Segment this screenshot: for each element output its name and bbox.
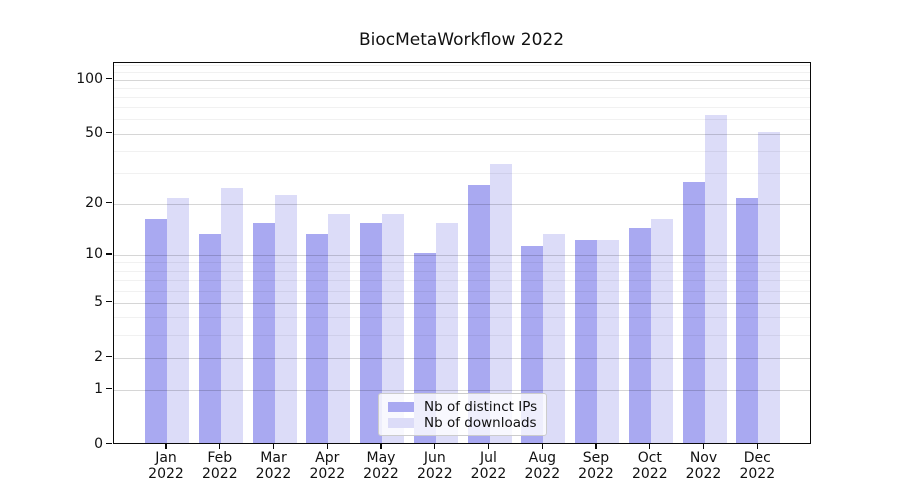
bar-ips-jan (145, 218, 167, 443)
y-tick-label-1: 1 (94, 380, 103, 397)
bar-ips-nov (682, 181, 705, 443)
x-tick-jul (487, 443, 490, 449)
chart-title: BiocMetaWorkflow 2022 (358, 30, 565, 50)
legend-item-distinct-ips: Nb of distinct IPs (388, 399, 537, 415)
x-label-year: 2022 (416, 465, 453, 482)
x-label-year: 2022 (148, 465, 184, 482)
y-tick-label-100: 100 (76, 70, 103, 87)
x-label-month: Dec (743, 450, 771, 466)
x-label-month: Jan (155, 450, 177, 466)
bar-ips-apr (306, 233, 329, 443)
x-label-month: Jun (423, 450, 446, 466)
x-tick-label-feb: Feb 2022 (192, 450, 248, 482)
x-label-year: 2022 (685, 465, 722, 482)
x-tick-apr (326, 443, 328, 449)
x-label-month: Feb (207, 450, 233, 466)
x-tick-label-jun: Jun 2022 (407, 450, 463, 482)
x-label-month: Sep (582, 450, 610, 466)
x-tick-label-apr: Apr 2022 (299, 450, 355, 482)
plot-area: Nb of distinct IPs Nb of downloads (112, 62, 811, 444)
x-tick-label-oct: Oct 2022 (622, 450, 678, 482)
y-tick-50 (106, 131, 112, 134)
bar-ips-mar (252, 223, 275, 443)
y-tick-label-50: 50 (85, 124, 103, 141)
bar-downloads-apr (328, 213, 351, 443)
x-tick-label-jan: Jan 2022 (138, 450, 194, 482)
x-tick-label-may: May 2022 (353, 450, 409, 482)
x-label-month: Jul (480, 450, 497, 466)
y-tick-label-5: 5 (94, 293, 103, 310)
bar-ips-oct (628, 228, 651, 443)
y-tick-2 (106, 355, 112, 358)
bar-downloads-jul (489, 163, 512, 443)
x-label-month: Apr (315, 450, 340, 466)
x-tick-nov (702, 443, 705, 449)
bar-downloads-sep (597, 239, 619, 443)
legend-swatch-distinct-ips (388, 402, 414, 412)
bar-ips-dec (736, 198, 759, 443)
y-tick-1 (106, 388, 112, 390)
x-tick-label-jul: Jul 2022 (461, 450, 517, 482)
x-label-year: 2022 (201, 465, 238, 482)
y-tick-5 (106, 301, 112, 303)
x-tick-feb (219, 443, 221, 449)
bar-downloads-jan (167, 198, 189, 443)
bar-ips-feb (198, 233, 221, 443)
x-label-year: 2022 (255, 465, 292, 482)
legend-item-downloads: Nb of downloads (388, 415, 537, 431)
legend-label-downloads: Nb of downloads (424, 415, 537, 431)
bar-ips-may (360, 223, 382, 443)
x-label-month: Nov (689, 450, 718, 466)
legend-swatch-downloads (388, 418, 414, 428)
x-tick-sep (595, 443, 597, 449)
x-label-year: 2022 (524, 465, 561, 482)
x-tick-label-nov: Nov 2022 (676, 450, 732, 482)
x-label-year: 2022 (470, 465, 507, 482)
x-tick-label-mar: Mar 2022 (246, 450, 302, 482)
bar-downloads-jun (435, 223, 458, 443)
x-tick-jan (165, 443, 167, 449)
x-label-month: Mar (260, 450, 287, 466)
bar-downloads-oct (650, 218, 673, 443)
bar-downloads-aug (543, 233, 566, 443)
y-tick-0 (106, 442, 112, 445)
y-tick-10 (106, 253, 112, 255)
x-tick-aug (541, 443, 543, 449)
x-tick-mar (272, 443, 275, 449)
y-tick-20 (106, 202, 112, 204)
x-label-month: Oct (637, 450, 662, 466)
x-label-month: May (366, 450, 396, 466)
x-label-year: 2022 (578, 465, 614, 482)
legend-label-distinct-ips: Nb of distinct IPs (424, 399, 538, 415)
bar-ips-jul (467, 184, 490, 443)
y-tick-100 (106, 77, 112, 80)
bar-downloads-mar (274, 194, 297, 443)
y-tick-label-10: 10 (85, 245, 103, 262)
bar-downloads-dec (758, 131, 781, 443)
x-tick-label-aug: Aug 2022 (514, 450, 570, 482)
x-label-year: 2022 (739, 465, 776, 482)
x-tick-label-sep: Sep 2022 (568, 450, 624, 482)
bars-layer (114, 63, 811, 443)
x-tick-may (380, 443, 382, 449)
x-label-month: Aug (528, 450, 556, 466)
x-label-year: 2022 (309, 465, 346, 482)
bar-ips-sep (575, 239, 597, 443)
x-label-year: 2022 (363, 465, 399, 482)
y-tick-label-2: 2 (94, 348, 103, 365)
bar-downloads-feb (220, 188, 243, 443)
x-label-year: 2022 (631, 465, 668, 482)
x-tick-label-dec: Dec 2022 (729, 450, 785, 482)
y-tick-label-20: 20 (85, 194, 103, 211)
bar-downloads-may (382, 213, 404, 443)
x-tick-jun (434, 443, 436, 449)
x-tick-oct (649, 443, 651, 449)
legend: Nb of distinct IPs Nb of downloads (378, 393, 547, 436)
bar-downloads-nov (704, 114, 727, 443)
x-tick-dec (756, 443, 758, 449)
y-tick-label-0: 0 (94, 435, 103, 452)
